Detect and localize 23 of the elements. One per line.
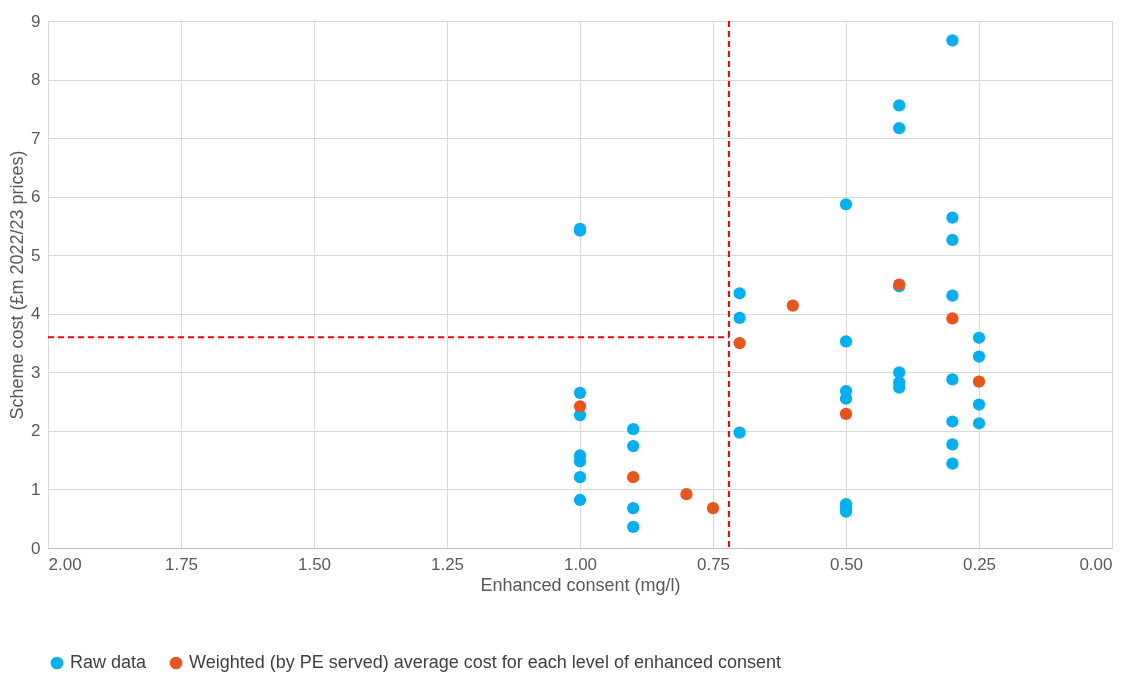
x-tick-label: 0.25 xyxy=(962,554,997,574)
y-tick-label: 6 xyxy=(31,187,41,207)
x-tick-label: 1.25 xyxy=(430,554,465,574)
x-axis-title: Enhanced consent (mg/l) xyxy=(480,574,681,595)
x-tick-label: 1.50 xyxy=(297,554,332,574)
legend-label: Raw data xyxy=(70,652,148,672)
x-tick-label: 0.00 xyxy=(1079,554,1113,574)
y-tick-label: 8 xyxy=(31,70,41,90)
y-tick-label: 4 xyxy=(31,304,41,324)
y-tick-label: 9 xyxy=(31,11,41,31)
y-tick-label: 5 xyxy=(31,245,41,265)
x-tick-label: 0.50 xyxy=(829,554,864,574)
y-axis-title: Scheme cost (£m 2022/23 prices) xyxy=(7,150,28,420)
legend-label: Weighted (by PE served) average cost for each level of enhanced consent xyxy=(189,652,782,672)
y-tick-label: 2 xyxy=(31,421,41,441)
y-tick-label: 3 xyxy=(31,362,41,382)
y-tick-label: 1 xyxy=(31,479,41,499)
y-tick-label: 0 xyxy=(31,538,41,558)
x-tick-label: 1.75 xyxy=(164,554,199,574)
x-tick-label: 1.00 xyxy=(563,554,598,574)
y-tick-label: 7 xyxy=(31,128,41,148)
x-tick-label: 2.00 xyxy=(48,554,82,574)
x-tick-label: 0.75 xyxy=(696,554,731,574)
